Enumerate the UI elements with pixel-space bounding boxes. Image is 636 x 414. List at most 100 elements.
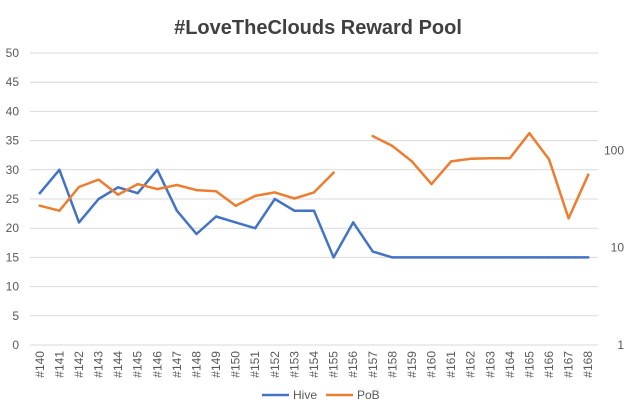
data-point-pob	[430, 182, 433, 186]
data-point-pob	[332, 171, 335, 174]
series-line-pob	[38, 171, 335, 212]
x-axis-ticks: #140 #141 #142 #143 #144 #145 #146 #147 #148 #149…	[33, 351, 595, 378]
x-tick-label: #159	[405, 351, 419, 378]
data-point-hive	[136, 192, 139, 195]
x-tick-label: #162	[464, 351, 478, 378]
series-line-pob	[371, 131, 590, 220]
x-tick-label: #146	[150, 351, 164, 378]
data-point-hive	[430, 256, 433, 259]
right-axis-ticks: 1 10 100	[604, 143, 624, 352]
left-tick-label: 25	[6, 192, 20, 206]
gridlines	[30, 52, 598, 317]
data-point-hive	[449, 256, 453, 259]
left-tick-label: 40	[6, 104, 20, 118]
left-axis-ticks: 0 5 10 15 20 25 30 35 40 45 50	[6, 46, 20, 352]
x-tick-label: #148	[189, 351, 203, 378]
x-tick-label: #158	[385, 351, 399, 378]
x-tick-label: #163	[483, 351, 497, 378]
x-tick-label: #160	[425, 351, 439, 378]
data-point-hive	[214, 215, 218, 218]
data-point-pob	[136, 182, 139, 186]
x-tick-label: #147	[170, 351, 184, 378]
data-point-hive	[391, 256, 394, 259]
x-tick-label: #150	[229, 351, 243, 378]
x-tick-label: #155	[327, 351, 341, 378]
left-tick-label: 35	[6, 134, 20, 148]
data-point-pob	[38, 204, 41, 207]
legend-label-hive: Hive	[293, 388, 317, 402]
right-tick-label: 1	[617, 338, 624, 352]
data-point-hive	[293, 209, 296, 212]
data-point-hive	[195, 232, 198, 236]
chart-title: #LoveTheClouds Reward Pool	[174, 17, 462, 39]
data-point-pob	[391, 144, 394, 148]
data-point-pob	[293, 197, 296, 200]
x-tick-label: #153	[287, 351, 301, 378]
right-tick-label: 100	[604, 143, 624, 157]
data-point-pob	[234, 204, 237, 207]
data-point-hive	[528, 256, 531, 259]
x-tick-label: #144	[111, 351, 125, 378]
data-point-pob	[547, 158, 551, 161]
data-point-pob	[116, 193, 120, 196]
data-point-hive	[371, 250, 374, 253]
x-tick-label: #166	[542, 351, 556, 378]
x-tick-label: #157	[366, 351, 380, 378]
x-tick-label: #167	[562, 351, 576, 378]
x-tick-label: #164	[503, 351, 517, 378]
data-point-hive	[97, 197, 100, 201]
data-point-pob	[214, 190, 218, 193]
right-tick-label: 10	[611, 241, 625, 255]
data-point-hive	[410, 256, 414, 259]
data-point-pob	[528, 132, 531, 135]
left-tick-label: 50	[6, 46, 20, 60]
data-point-hive	[38, 192, 41, 195]
legend-label-pob: PoB	[357, 388, 380, 402]
data-point-pob	[567, 217, 570, 220]
x-tick-label: #151	[248, 351, 262, 378]
data-point-pob	[371, 134, 374, 138]
data-point-pob	[77, 185, 81, 189]
x-tick-label: #161	[444, 351, 458, 378]
data-point-hive	[175, 209, 179, 212]
left-tick-label: 0	[12, 338, 19, 352]
data-point-hive	[587, 256, 590, 259]
data-point-pob	[508, 157, 512, 160]
series-lines	[38, 131, 590, 259]
data-point-hive	[58, 168, 61, 171]
data-point-pob	[410, 160, 414, 163]
data-point-hive	[156, 168, 159, 171]
data-point-hive	[469, 256, 472, 259]
data-point-hive	[352, 221, 355, 224]
data-point-hive	[508, 256, 512, 259]
data-point-hive	[116, 186, 120, 189]
x-tick-label: #142	[72, 351, 86, 378]
x-tick-label: #145	[131, 351, 145, 378]
data-point-pob	[156, 187, 159, 191]
x-tick-label: #140	[33, 351, 47, 378]
data-point-hive	[254, 227, 257, 230]
data-point-pob	[273, 191, 276, 194]
left-tick-label: 20	[6, 221, 20, 235]
left-tick-label: 15	[6, 250, 20, 264]
x-tick-label: #168	[581, 351, 595, 378]
data-point-hive	[312, 209, 316, 212]
data-point-pob	[449, 160, 453, 163]
legend: Hive PoB	[262, 388, 380, 402]
data-point-hive	[234, 221, 237, 224]
x-tick-label: #149	[209, 351, 223, 378]
data-point-pob	[469, 157, 472, 160]
data-point-pob	[489, 157, 492, 160]
data-point-pob	[587, 173, 590, 176]
x-tick-label: #154	[307, 351, 321, 378]
data-point-hive	[77, 221, 81, 224]
data-point-pob	[312, 191, 316, 194]
data-point-pob	[254, 194, 257, 198]
left-tick-label: 30	[6, 163, 20, 177]
data-point-hive	[489, 256, 492, 259]
x-tick-label: #152	[268, 351, 282, 378]
x-tick-label: #141	[52, 351, 66, 378]
x-tick-label: #156	[346, 351, 360, 378]
left-tick-label: 45	[6, 75, 20, 89]
